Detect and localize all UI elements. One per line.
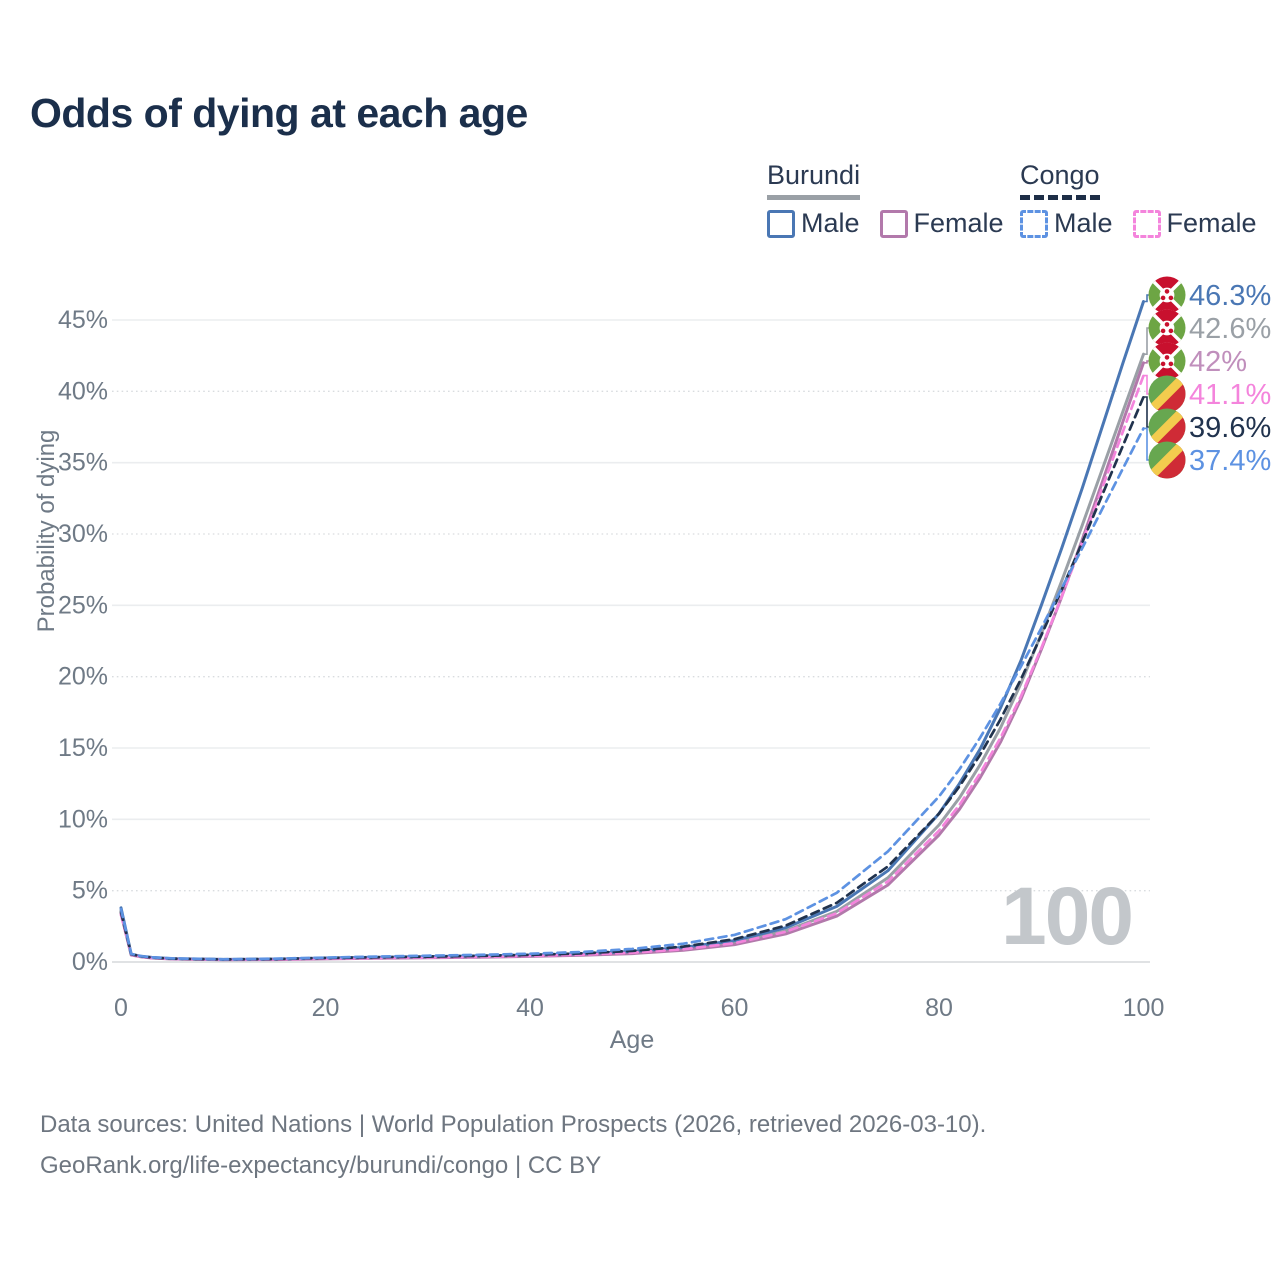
- congo-flag-icon: [1148, 375, 1186, 413]
- legend-label: Female: [1166, 208, 1257, 238]
- attribution-line: GeoRank.org/life-expectancy/burundi/cong…: [40, 1152, 602, 1179]
- y-tick-label: 20%: [58, 663, 108, 691]
- footer: Data sources: United Nations | World Pop…: [40, 1104, 986, 1186]
- congo-flag-icon: [1148, 408, 1186, 446]
- legend-item-congo-female[interactable]: Female: [1132, 208, 1257, 239]
- legend-group-burundi: Burundi Male Female: [767, 160, 1004, 239]
- burundi-flag-icon: [1148, 309, 1186, 347]
- burundi-flag-icon: [1148, 342, 1186, 380]
- series-line-burundi-both: [119, 352, 1145, 962]
- legend-label: Male: [801, 208, 860, 238]
- y-tick-label: 25%: [58, 591, 108, 619]
- label-connector: [1143, 396, 1150, 428]
- x-axis-title: Age: [609, 1026, 655, 1054]
- legend-label: Female: [913, 208, 1004, 238]
- end-value-label: 39.6%: [1189, 412, 1271, 444]
- y-tick-label: 45%: [58, 306, 108, 334]
- y-tick-label: 15%: [58, 734, 108, 762]
- y-tick-label: 40%: [58, 377, 108, 405]
- legend-header-congo[interactable]: Congo: [1020, 160, 1100, 200]
- burundi-female-checkbox[interactable]: [879, 209, 908, 238]
- end-value-label: 42.6%: [1189, 313, 1271, 345]
- y-tick-label: 35%: [58, 449, 108, 477]
- legend-group-congo: Congo Male Female: [1020, 160, 1257, 239]
- series-line-burundi-female: [119, 361, 1145, 962]
- end-value-label: 37.4%: [1189, 445, 1271, 477]
- x-tick-label: 60: [721, 994, 749, 1022]
- x-tick-label: 40: [516, 994, 544, 1022]
- y-tick-label: 5%: [72, 877, 108, 905]
- legend-header-burundi[interactable]: Burundi: [767, 160, 861, 200]
- legend-label: Male: [1054, 208, 1113, 238]
- end-value-label: 42%: [1189, 346, 1247, 378]
- age-counter-watermark: 100: [1001, 871, 1134, 962]
- y-tick-label: 10%: [58, 805, 108, 833]
- series-line-congo-both: [119, 395, 1145, 961]
- legend-item-burundi-female[interactable]: Female: [879, 208, 1004, 239]
- legend-item-congo-male[interactable]: Male: [1020, 208, 1113, 239]
- series-line-burundi-male: [119, 300, 1145, 961]
- label-connector: [1143, 427, 1150, 461]
- end-value-label: 41.1%: [1189, 379, 1271, 411]
- x-tick-label: 100: [1123, 994, 1165, 1022]
- end-value-label: 46.3%: [1189, 280, 1271, 312]
- congo-flag-icon: [1148, 441, 1186, 479]
- x-tick-label: 20: [312, 994, 340, 1022]
- y-axis-title: Probability of dying: [33, 429, 60, 633]
- x-tick-label: 0: [114, 994, 128, 1022]
- data-source-line: Data sources: United Nations | World Pop…: [40, 1111, 987, 1138]
- series-line-congo-male: [119, 427, 1145, 961]
- congo-male-checkbox[interactable]: [1020, 209, 1048, 238]
- page-title: Odds of dying at each age: [30, 90, 528, 136]
- congo-female-checkbox[interactable]: [1132, 209, 1161, 238]
- burundi-male-checkbox[interactable]: [767, 209, 795, 238]
- legend-item-burundi-male[interactable]: Male: [767, 208, 860, 239]
- x-tick-label: 80: [925, 994, 953, 1022]
- y-tick-label: 30%: [58, 520, 108, 548]
- burundi-flag-icon: [1148, 276, 1186, 314]
- y-tick-label: 0%: [72, 948, 108, 976]
